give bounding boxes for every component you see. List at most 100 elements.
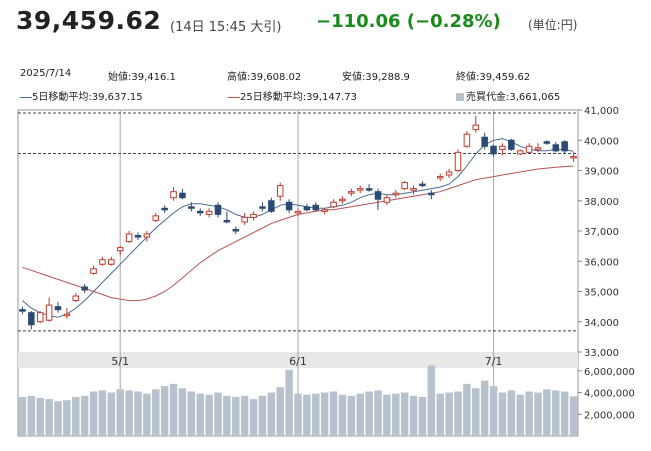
candle-body — [348, 191, 355, 194]
candle-body — [481, 136, 488, 147]
volume-bar — [125, 390, 133, 436]
candle-body — [294, 210, 302, 214]
volume-bar — [552, 390, 560, 436]
price-tick-label: 38,000 — [584, 197, 619, 208]
volume-bar — [534, 392, 542, 436]
volume-bar — [196, 393, 204, 436]
candle-body — [268, 200, 275, 212]
candle-body — [445, 171, 453, 176]
price-tick-label: 35,000 — [584, 288, 619, 299]
candle-body — [205, 210, 213, 215]
candle-body — [490, 145, 497, 155]
volume-bar — [80, 395, 89, 436]
candle-body — [410, 188, 417, 191]
candle-body — [285, 201, 293, 211]
volume-bar — [507, 390, 516, 436]
volume-bar — [285, 369, 293, 436]
date-tick-label: 7/1 — [485, 355, 503, 368]
volume-bar — [27, 395, 36, 436]
volume-tick-label: 6,000,000 — [584, 367, 635, 378]
candle-body — [81, 286, 88, 291]
date-tick-label: 6/1 — [289, 355, 307, 368]
volume-bar — [160, 386, 169, 436]
volume-bar — [187, 391, 196, 436]
volume-bar — [178, 388, 187, 436]
quote-header: 39,459.62 (14日 15:45 大引) −110.06 (−0.28%… — [12, 4, 642, 40]
volume-bar — [392, 393, 400, 436]
candle-body — [303, 206, 311, 211]
candle-body — [134, 235, 142, 238]
candle-body — [232, 228, 240, 232]
candle-body — [561, 141, 568, 152]
volume-bar — [152, 389, 160, 436]
volume-bar — [445, 392, 453, 436]
candle-body — [499, 145, 506, 150]
summary-close: 終値:39,459.62 — [456, 72, 531, 83]
volume-bar — [525, 391, 533, 436]
candle-body — [508, 139, 515, 150]
candle-body — [161, 207, 168, 211]
candle-body — [392, 192, 400, 196]
volume-bar — [169, 383, 178, 436]
candle-body — [179, 192, 186, 199]
legend-ma25: 25日移動平均:39,147.73 — [228, 88, 357, 103]
volume-bar — [436, 393, 444, 436]
volume-tick-label: 4,000,000 — [584, 389, 635, 400]
candle-body — [214, 204, 222, 215]
candle-body — [36, 312, 44, 323]
candle-body — [339, 198, 346, 202]
volume-bar — [365, 391, 373, 436]
volume-bar — [320, 392, 329, 436]
volume-bar — [472, 388, 480, 436]
price-change: −110.06 (−0.28%) — [316, 11, 501, 32]
volume-bar — [54, 401, 62, 436]
candle-body — [19, 309, 26, 312]
candle-body — [241, 216, 248, 223]
candle-body — [72, 295, 80, 302]
candle-body — [259, 206, 266, 209]
candle-body — [28, 312, 35, 326]
ma5-line — [22, 138, 574, 318]
volume-bar — [18, 396, 27, 436]
candle-body — [45, 304, 53, 321]
volume-bar — [116, 389, 124, 436]
volume-bar — [294, 393, 302, 436]
price-tick-label: 39,000 — [584, 167, 619, 178]
candle-body — [401, 182, 408, 190]
candle-body — [374, 191, 382, 200]
volume-bar — [36, 398, 44, 436]
volume-bar — [134, 391, 142, 436]
candle-body — [365, 188, 373, 191]
volume-bar — [374, 390, 382, 436]
price-tick-label: 37,000 — [584, 227, 619, 238]
price-tick-label: 36,000 — [584, 257, 619, 268]
volume-bar — [356, 393, 364, 436]
candle-body — [570, 156, 577, 159]
volume-bar — [258, 395, 267, 436]
volume-bar — [427, 365, 436, 436]
volume-bar — [143, 393, 151, 436]
volume-bar — [383, 394, 391, 436]
candle-body — [63, 313, 71, 317]
candle-body — [552, 144, 560, 152]
volume-bar — [72, 396, 80, 436]
volume-bar — [303, 394, 311, 436]
volume-bar — [418, 396, 427, 436]
candle-body — [188, 206, 195, 209]
candle-body — [534, 147, 542, 150]
summary-low: 安値:39,288.9 — [342, 72, 410, 83]
candle-body — [170, 191, 177, 199]
candle-body — [152, 215, 160, 221]
candle-body — [419, 183, 426, 187]
candle-body — [330, 201, 337, 208]
volume-bar — [249, 399, 258, 436]
summary-high: 高値:39,608.02 — [227, 72, 302, 83]
summary-open: 始値:39,416.1 — [108, 72, 176, 83]
date-tick-label: 5/1 — [111, 355, 129, 368]
volume-bar — [569, 396, 578, 436]
candle-body — [108, 259, 115, 265]
volume-bar — [338, 394, 347, 436]
volume-bar — [205, 394, 213, 436]
legend-volume: 売買代金:3,661,065 — [456, 88, 560, 103]
